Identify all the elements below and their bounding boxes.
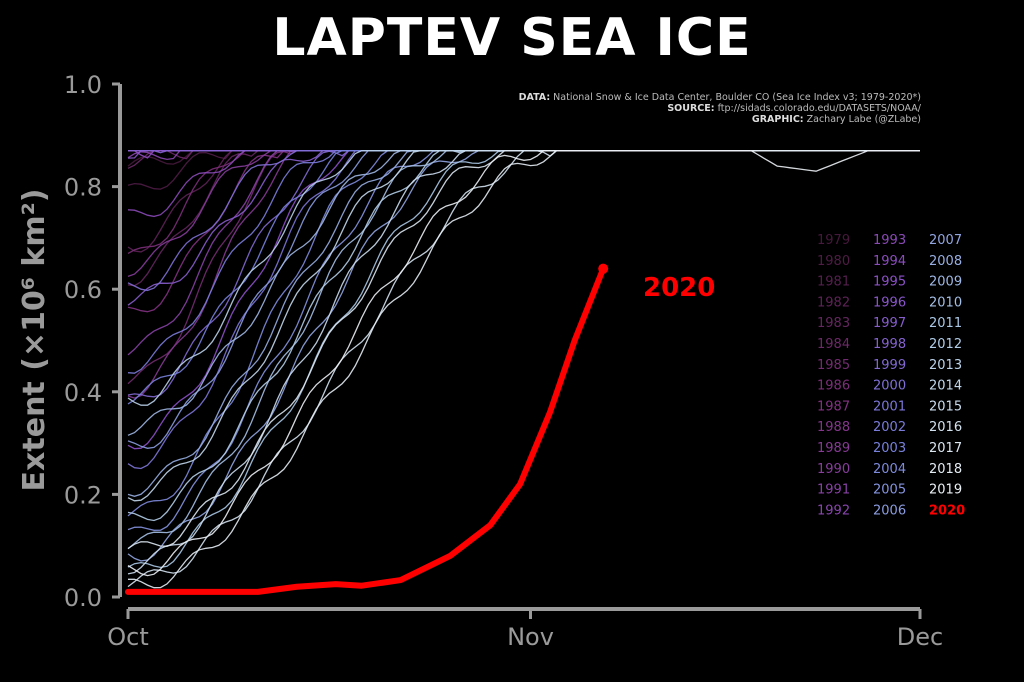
end-point-marker (598, 263, 609, 274)
legend-year-1991: 1991 (817, 483, 850, 498)
legend-year-1986: 1986 (817, 379, 850, 394)
series-line-2015 (127, 150, 920, 575)
legend-year-1993: 1993 (873, 233, 906, 248)
credit-graphic: Zachary Labe (@ZLabe) (806, 114, 921, 125)
legend-year-1997: 1997 (873, 316, 906, 331)
credit-source: ftp://sidads.colorado.edu/DATASETS/NOAA/ (717, 103, 921, 114)
legend-year-2002: 2002 (873, 420, 906, 435)
series-line-2017 (127, 150, 920, 550)
legend-year-2011: 2011 (929, 316, 962, 331)
y-tick-label: 1.0 (64, 71, 102, 99)
x-tick-label: Nov (507, 623, 554, 651)
y-tick-label: 0.6 (64, 276, 102, 304)
legend-year-2015: 2015 (929, 399, 962, 414)
legend-year-1995: 1995 (873, 275, 906, 290)
series-line-2019 (127, 150, 920, 577)
legend-year-2016: 2016 (929, 420, 962, 435)
legend-year-1992: 1992 (817, 503, 850, 518)
legend-year-2014: 2014 (929, 379, 962, 394)
series-line-2020 (125, 265, 607, 595)
series-line-1983 (127, 150, 920, 287)
legend-year-1982: 1982 (817, 295, 850, 310)
legend-year-1987: 1987 (817, 399, 850, 414)
legend-year-1999: 1999 (873, 358, 906, 373)
series-line-2018 (128, 150, 920, 589)
legend-year-2009: 2009 (929, 275, 962, 290)
legend-year-2010: 2010 (929, 295, 962, 310)
credits: DATA: National Snow & Ice Data Center, B… (519, 92, 921, 125)
legend-year-2001: 2001 (873, 399, 906, 414)
legend-year-1981: 1981 (817, 275, 850, 290)
legend-year-2003: 2003 (873, 441, 906, 456)
x-tick-label: Oct (107, 623, 149, 651)
credit-data: National Snow & Ice Data Center, Boulder… (553, 92, 921, 103)
credit-data-label: DATA: (518, 92, 551, 103)
series-line-1991 (127, 150, 920, 356)
legend-year-2019: 2019 (929, 483, 962, 498)
legend-year-1985: 1985 (817, 358, 850, 373)
legend-year-2012: 2012 (929, 337, 962, 352)
series-line-1987 (127, 150, 920, 313)
legend-year-2000: 2000 (873, 379, 906, 394)
legend-year-1980: 1980 (817, 254, 850, 269)
series-line-2002 (127, 150, 920, 374)
series-line-2000 (127, 150, 920, 292)
legend-year-2008: 2008 (929, 254, 962, 269)
legend-year-1996: 1996 (873, 295, 906, 310)
series-line-1980 (127, 150, 920, 190)
legend-year-1984: 1984 (817, 337, 850, 352)
series-line-1997 (127, 150, 920, 306)
series-line-2014 (127, 150, 920, 502)
series-line-2007 (127, 150, 920, 562)
legend-year-2004: 2004 (873, 462, 906, 477)
y-tick-label: 0.8 (64, 174, 102, 202)
x-tick-label: Dec (897, 623, 943, 651)
legend-year-1983: 1983 (817, 316, 850, 331)
series-line-1985 (127, 150, 920, 385)
legend-year-1990: 1990 (817, 462, 850, 477)
y-tick-label: 0.4 (64, 379, 102, 407)
credit-graphic-label: GRAPHIC: (751, 114, 804, 125)
y-tick-label: 0.0 (64, 584, 102, 612)
series-line-2009 (127, 150, 920, 436)
legend-year-2013: 2013 (929, 358, 962, 373)
legend-year-1988: 1988 (817, 420, 850, 435)
series-line-2001 (127, 150, 920, 470)
series-line-2006 (127, 150, 920, 449)
series-line-1989 (127, 150, 920, 399)
legend-year-2017: 2017 (929, 441, 962, 456)
series-line-1999 (127, 150, 920, 398)
chart-title: LAPTEV SEA ICE (272, 8, 752, 68)
credit-source-label: SOURCE: (667, 103, 715, 114)
legend-year-2007: 2007 (929, 233, 962, 248)
legend-year-2020: 2020 (929, 503, 965, 518)
y-axis-label: Extent (×10⁶ km²) (17, 189, 52, 492)
highlight-label: 2020 (643, 273, 715, 303)
legend-year-1979: 1979 (817, 233, 850, 248)
series-line-2010 (127, 150, 920, 550)
series-line-2008 (127, 150, 920, 497)
y-tick-label: 0.2 (64, 481, 102, 509)
legend-year-1989: 1989 (817, 441, 850, 456)
legend-year-1998: 1998 (873, 337, 906, 352)
legend-year-1994: 1994 (873, 254, 906, 269)
legend-year-2006: 2006 (873, 503, 906, 518)
series-line-1995 (127, 150, 920, 450)
legend-year-2005: 2005 (873, 483, 906, 498)
legend-year-2018: 2018 (929, 462, 962, 477)
